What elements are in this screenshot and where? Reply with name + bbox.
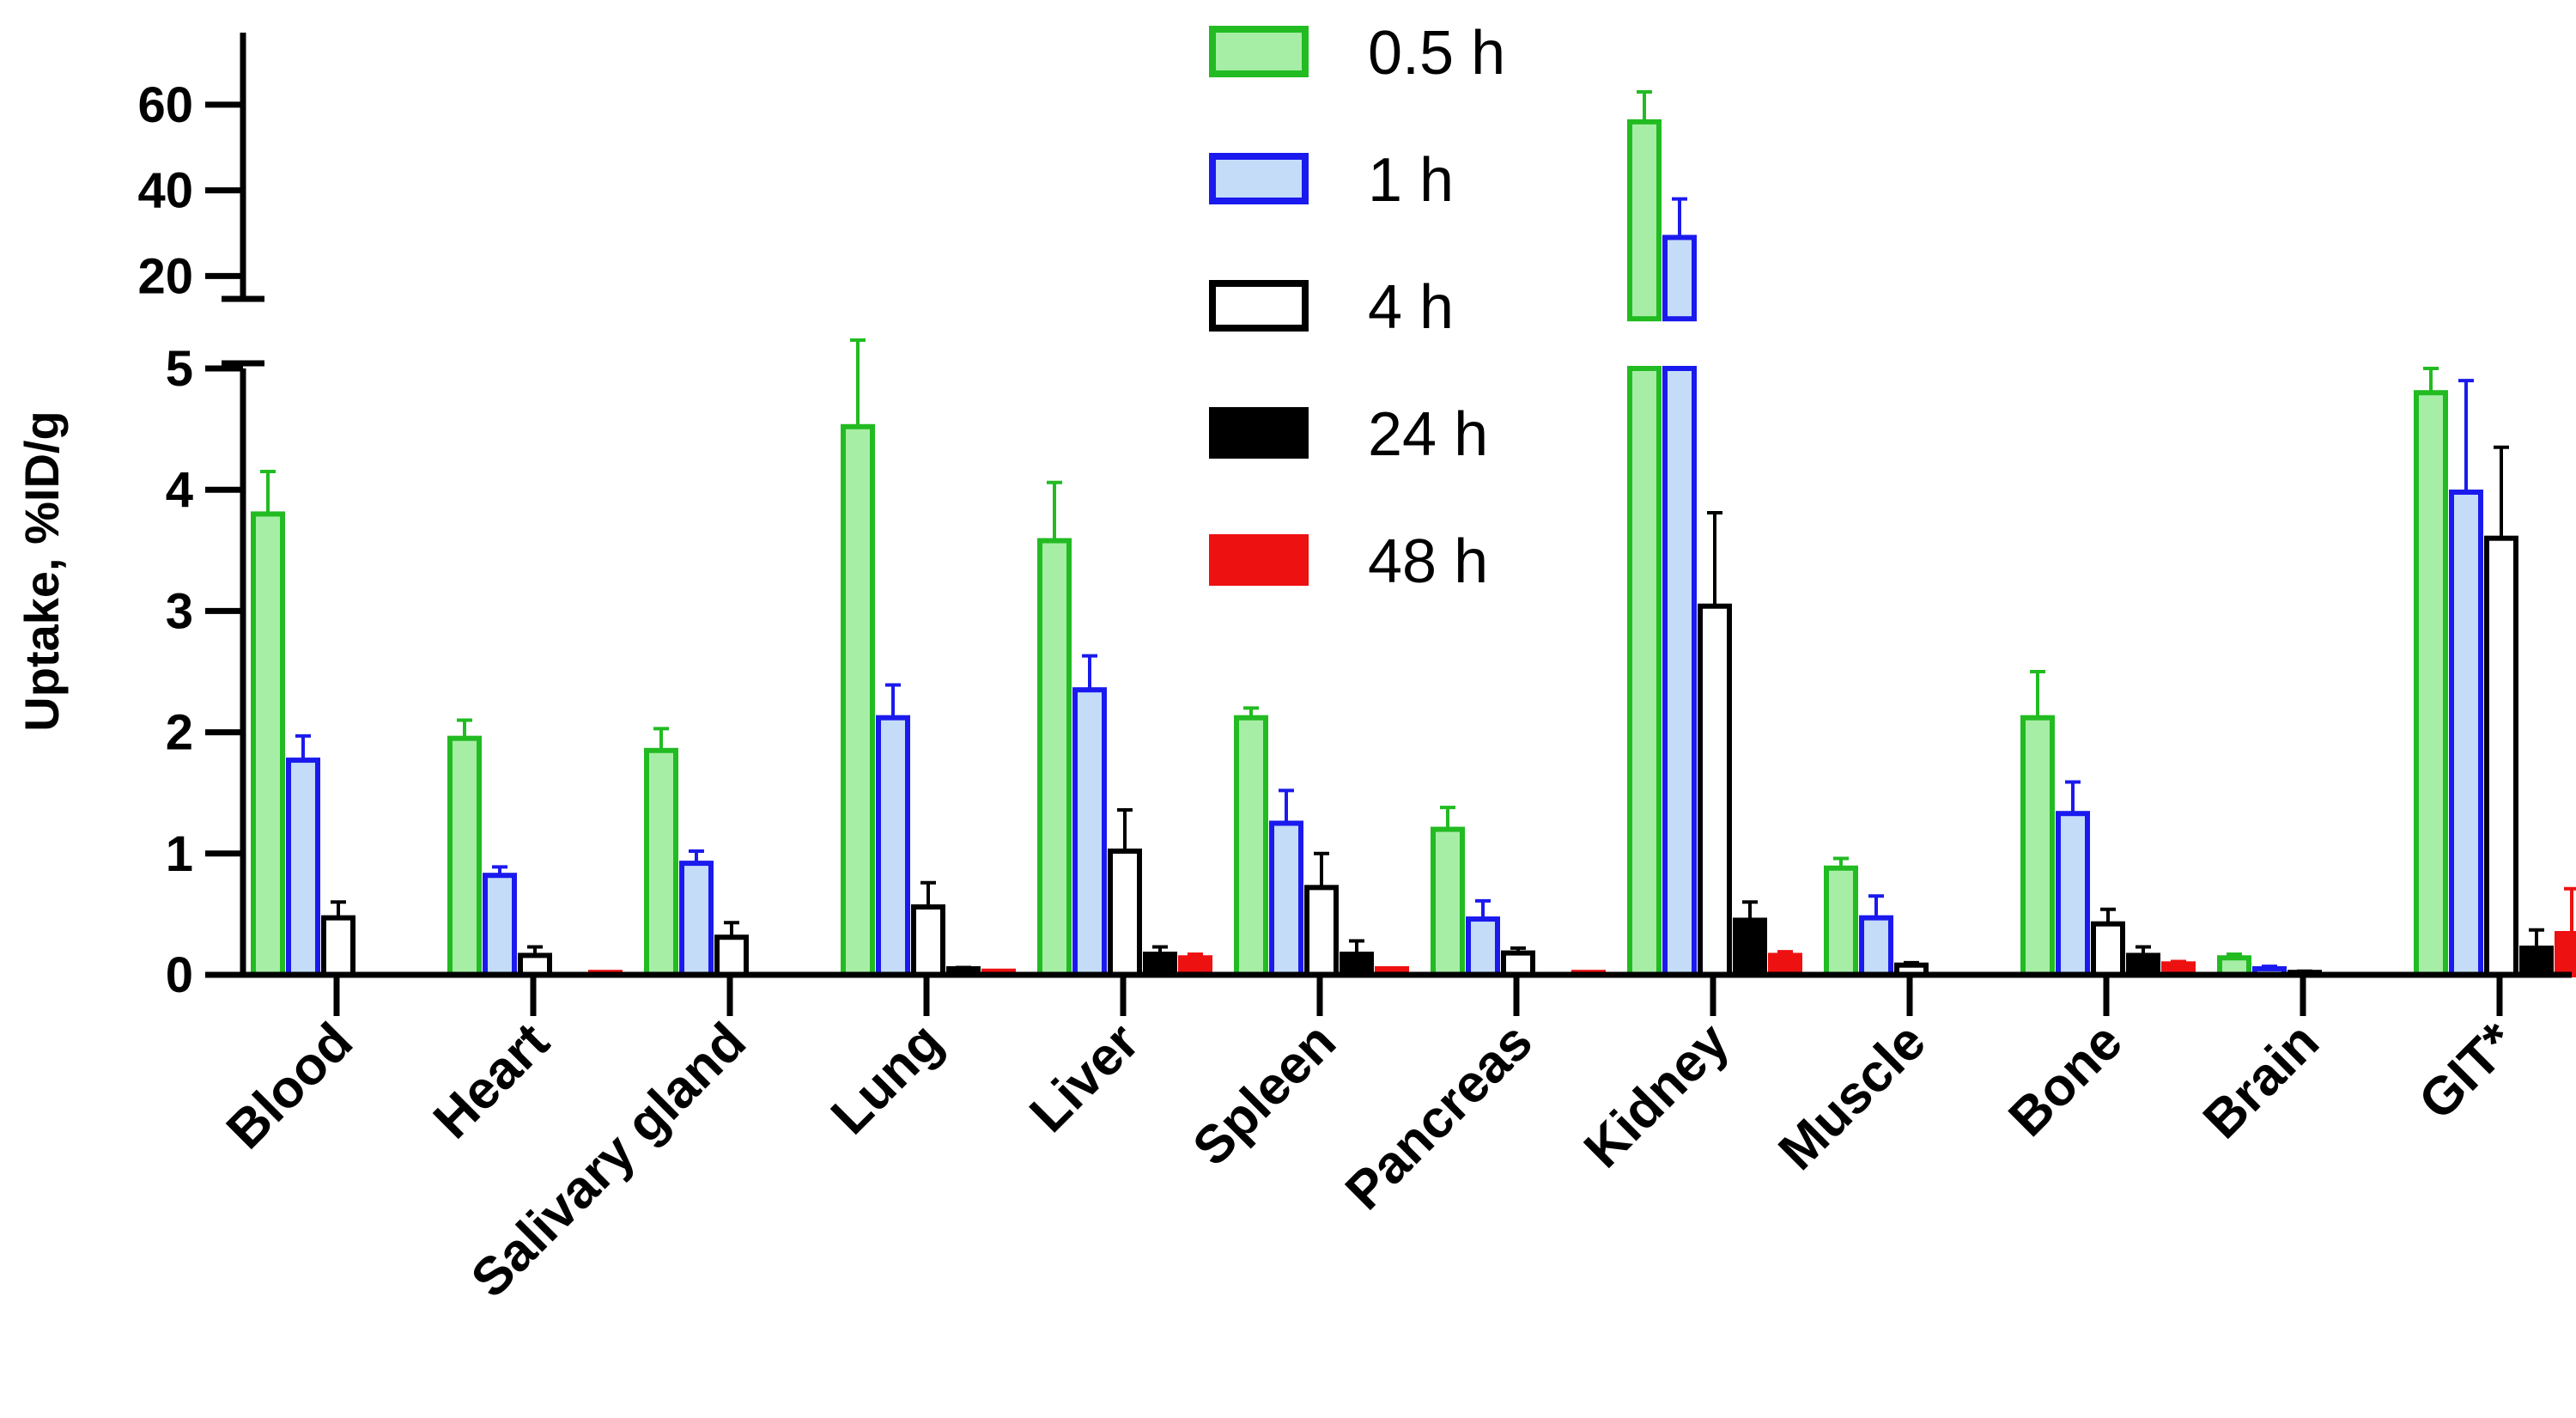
- legend-label-4-h: 4 h: [1368, 273, 1454, 342]
- bar-blood-1-h: [286, 758, 320, 977]
- bar-liver-4-h: [1108, 848, 1142, 978]
- bar-git-0-5-h: [2414, 390, 2448, 977]
- bar-kidney-0-5-h: [1627, 366, 1662, 977]
- bar-liver-0-5-h: [1037, 538, 1072, 978]
- bar-liver-24-h: [1143, 951, 1177, 977]
- bar-spleen-0-5-h: [1234, 715, 1268, 977]
- y-axis-label: Uptake, %ID/g: [15, 411, 69, 731]
- legend-swatch-4-h: [1209, 280, 1309, 332]
- bar-bone-4-h: [2091, 921, 2125, 978]
- bar-heart-0-5-h: [447, 735, 482, 977]
- y-tick-label-5: 5: [166, 341, 193, 397]
- bar-liver-1-h: [1072, 687, 1107, 977]
- bar-kidney-24-h: [1733, 917, 1767, 977]
- bar-upper-kidney-1-h: [1662, 234, 1697, 322]
- bar-git-48-h: [2555, 930, 2576, 977]
- x-tick-label-kidney: Kidney: [1573, 1012, 1741, 1179]
- bar-lung-1-h: [876, 715, 910, 977]
- y-tick-label-2: 2: [166, 705, 193, 761]
- x-tick-label-brain: Brain: [2192, 1012, 2330, 1150]
- bar-pancreas-0-5-h: [1431, 826, 1465, 977]
- y-tick-label-0: 0: [166, 947, 193, 1003]
- bar-bone-1-h: [2056, 811, 2090, 977]
- y-tick-label-40: 40: [137, 163, 193, 219]
- bar-lung-0-5-h: [841, 423, 875, 977]
- x-tick-label-git: GIT*: [2408, 1011, 2528, 1131]
- bar-salivary-gland-0-5-h: [644, 747, 678, 978]
- y-tick-label-3: 3: [166, 583, 193, 639]
- x-tick-label-liver: Liver: [1018, 1012, 1151, 1144]
- bar-git-24-h: [2519, 945, 2554, 978]
- bar-git-4-h: [2484, 535, 2518, 977]
- bar-blood-4-h: [321, 915, 355, 977]
- y-tick-label-1: 1: [166, 826, 193, 882]
- bar-blood-0-5-h: [251, 511, 285, 977]
- legend-swatch-48-h: [1209, 534, 1309, 586]
- legend-label-1-h: 1 h: [1368, 146, 1454, 215]
- legend-label-24-h: 24 h: [1368, 400, 1488, 469]
- bar-spleen-1-h: [1269, 820, 1303, 977]
- legend-swatch-24-h: [1209, 407, 1309, 459]
- x-tick-label-blood: Blood: [216, 1012, 364, 1160]
- legend: 0.5 h 1 h 4 h 24 h 48 h: [1209, 19, 1505, 596]
- bar-spleen-24-h: [1340, 951, 1374, 977]
- x-tick-label-heart: Heart: [422, 1012, 561, 1150]
- bar-spleen-4-h: [1304, 885, 1339, 978]
- x-tick-label-pancreas: Pancreas: [1334, 1012, 1544, 1221]
- bar-upper-kidney-0-5-h: [1627, 119, 1662, 322]
- legend-label-48-h: 48 h: [1368, 527, 1488, 596]
- bars-layer: [251, 89, 2576, 978]
- x-tick-label-bone: Bone: [1998, 1012, 2134, 1147]
- bar-bone-0-5-h: [2020, 715, 2055, 977]
- bar-pancreas-4-h: [1501, 950, 1535, 977]
- x-tick-label-lung: Lung: [820, 1012, 954, 1146]
- y-tick-label-20: 20: [137, 248, 193, 304]
- bar-kidney-4-h: [1698, 603, 1732, 977]
- y-tick-label-4: 4: [166, 462, 193, 518]
- legend-swatch-0-5-h: [1209, 26, 1309, 77]
- bar-salivary-gland-1-h: [679, 861, 714, 978]
- x-tick-label-spleen: Spleen: [1182, 1012, 1347, 1178]
- x-tick-label-muscle: Muscle: [1767, 1012, 1936, 1181]
- bar-muscle-1-h: [1859, 915, 1893, 977]
- y-tick-label-60: 60: [137, 77, 193, 133]
- legend-label-0-5-h: 0.5 h: [1368, 19, 1505, 88]
- legend-swatch-1-h: [1209, 153, 1309, 204]
- bar-pancreas-1-h: [1466, 916, 1500, 977]
- bar-git-1-h: [2449, 490, 2483, 977]
- bar-heart-1-h: [483, 873, 517, 977]
- bar-lung-4-h: [911, 904, 945, 977]
- bar-kidney-1-h: [1662, 366, 1697, 977]
- bar-muscle-0-5-h: [1824, 865, 1858, 978]
- bar-salivary-gland-4-h: [714, 934, 749, 978]
